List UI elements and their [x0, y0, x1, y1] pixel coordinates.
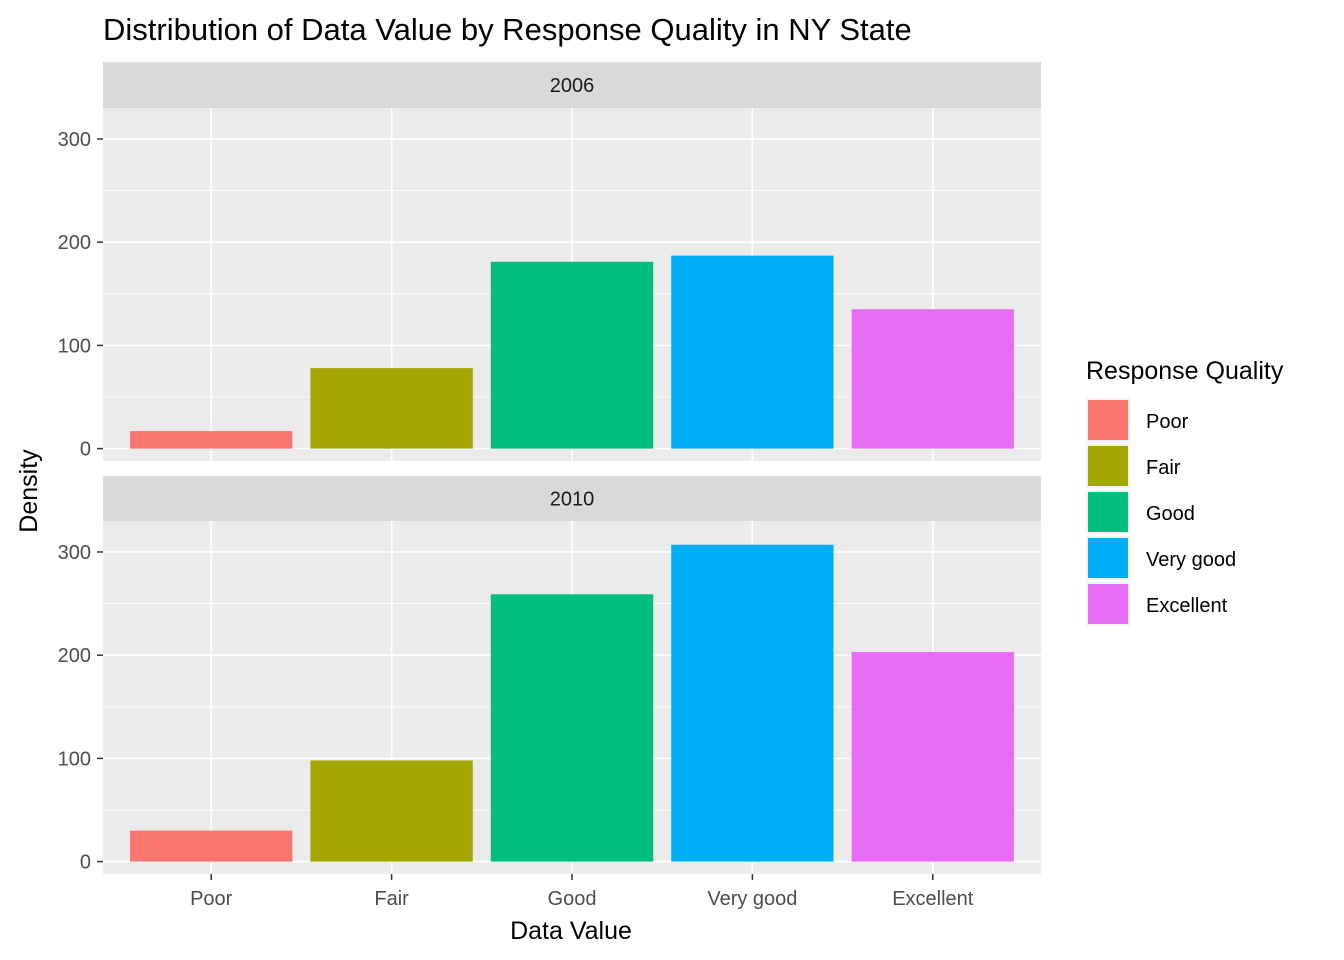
legend-swatch — [1088, 400, 1128, 440]
x-tick-label: Fair — [374, 888, 409, 910]
legend-item: Fair — [1086, 444, 1181, 488]
y-tick-label: 300 — [58, 129, 91, 151]
y-tick-label: 200 — [58, 232, 91, 254]
y-tick-label: 300 — [58, 542, 91, 564]
bar-excellent — [851, 309, 1014, 449]
legend-label: Excellent — [1146, 595, 1228, 617]
y-tick-label: 0 — [80, 852, 91, 874]
facet-panel-2010: 2010 0 100 200 300 — [58, 476, 1041, 874]
y-tick-label: 100 — [58, 335, 91, 357]
legend-swatch — [1088, 446, 1128, 486]
bar-very-good — [671, 255, 834, 449]
facet-panel-2006: 2006 0 100 200 300 — [58, 62, 1041, 461]
bar-poor — [130, 830, 293, 862]
x-tick-label: Poor — [190, 888, 233, 910]
legend-item: Excellent — [1086, 582, 1228, 626]
facet-strip — [103, 476, 1041, 521]
bar-fair — [310, 368, 473, 449]
bar-poor — [130, 431, 293, 449]
facet-panels: 2006 0 100 200 300 2010 0 100 200 300 — [58, 62, 1041, 874]
legend-label: Very good — [1146, 549, 1236, 571]
legend-swatch — [1088, 492, 1128, 532]
legend-label: Fair — [1146, 457, 1181, 479]
y-tick-label: 0 — [80, 439, 91, 461]
legend-item: Very good — [1086, 536, 1236, 580]
y-axis-title: Density — [15, 449, 43, 533]
legend-item: Poor — [1086, 398, 1189, 442]
x-axis-title: Data Value — [510, 917, 632, 945]
bar-very-good — [671, 544, 834, 862]
bar-fair — [310, 760, 473, 862]
x-tick-label: Excellent — [892, 888, 974, 910]
chart-title: Distribution of Data Value by Response Q… — [103, 12, 912, 47]
legend: Response Quality Poor Fair Good Very good Ex… — [1086, 357, 1284, 626]
legend-swatch — [1088, 584, 1128, 624]
facet-strip-label: 2010 — [550, 489, 595, 511]
x-tick-label: Good — [548, 888, 597, 910]
x-tick-label: Very good — [707, 888, 797, 910]
y-tick-label: 200 — [58, 645, 91, 667]
legend-label: Good — [1146, 503, 1195, 525]
facet-strip — [103, 62, 1041, 108]
bar-good — [490, 261, 654, 449]
y-tick-label: 100 — [58, 748, 91, 770]
x-axis: Poor Fair Good Very good Excellent — [190, 874, 974, 910]
legend-swatch — [1088, 538, 1128, 578]
legend-title: Response Quality — [1086, 357, 1284, 385]
bar-excellent — [851, 652, 1014, 862]
legend-item: Good — [1086, 490, 1195, 534]
facet-strip-label: 2006 — [550, 75, 595, 97]
legend-label: Poor — [1146, 411, 1189, 433]
bar-good — [490, 594, 654, 862]
